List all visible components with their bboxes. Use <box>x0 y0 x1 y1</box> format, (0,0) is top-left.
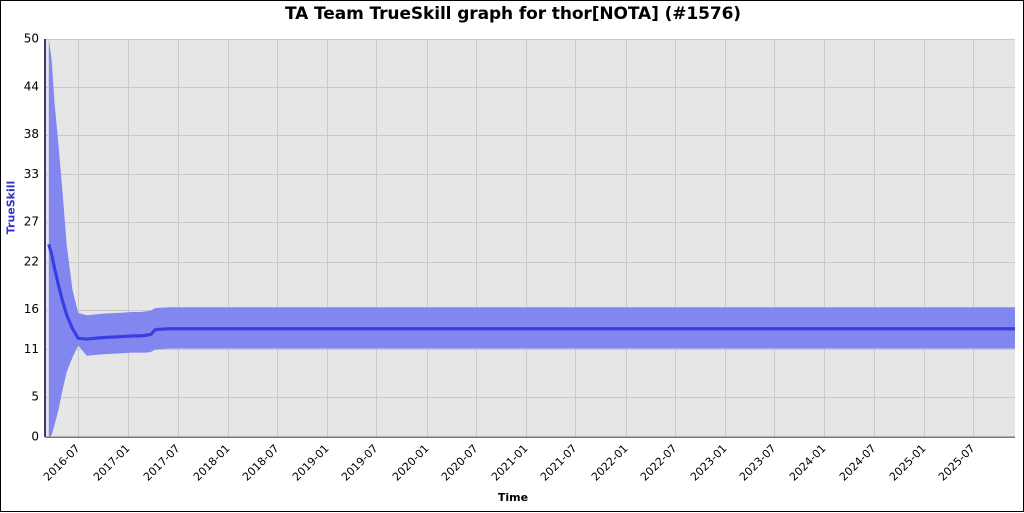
chart-title: TA Team TrueSkill graph for thor[NOTA] (… <box>285 4 741 24</box>
x-tick-label: 2023-01 <box>688 442 730 484</box>
x-tick-label: 2020-07 <box>439 442 481 484</box>
y-tick-label: 5 <box>31 390 39 404</box>
x-tick-label: 2019-01 <box>290 442 332 484</box>
x-tick-label: 2018-01 <box>191 442 233 484</box>
plot-background-layer <box>45 39 1015 437</box>
y-tick-label: 11 <box>24 342 39 356</box>
y-tick-label: 16 <box>24 302 39 316</box>
confidence-band-layer <box>48 39 1016 437</box>
x-tick-label: 2018-07 <box>240 442 282 484</box>
x-tick-label: 2016-07 <box>41 442 83 484</box>
x-tick-label: 2020-01 <box>390 442 432 484</box>
plot-background <box>45 39 1015 437</box>
y-tick-label: 0 <box>31 430 39 444</box>
x-tick-label: 2022-01 <box>589 442 631 484</box>
y-tick-label: 22 <box>24 254 39 268</box>
x-tick-label: 2021-01 <box>489 442 531 484</box>
x-tick-label: 2025-01 <box>887 442 929 484</box>
trueskill-line-layer <box>47 243 1015 341</box>
axis-layer <box>44 39 1015 438</box>
x-tick-label: 2021-07 <box>538 442 580 484</box>
y-tick-label: 44 <box>24 79 39 93</box>
y-tick-label: 50 <box>24 32 39 46</box>
y-tick-label: 38 <box>24 127 39 141</box>
x-tick-label: 2019-07 <box>339 442 381 484</box>
y-tick-label: 33 <box>24 167 39 181</box>
x-axis-tick-labels: 2016-07 2017-01 2017-07 2018-01 2018-07 2019-… <box>41 442 978 484</box>
x-tick-label: 2017-01 <box>91 442 133 484</box>
x-tick-label: 2024-01 <box>787 442 829 484</box>
x-tick-label: 2017-07 <box>141 442 183 484</box>
grid-layer <box>45 39 1015 437</box>
x-tick-label: 2024-07 <box>837 442 879 484</box>
x-tick-label: 2025-07 <box>936 442 978 484</box>
y-tick-label: 27 <box>24 215 39 229</box>
x-axis-label: Time <box>497 491 529 504</box>
x-tick-label: 2022-07 <box>638 442 680 484</box>
confidence-band <box>48 39 1016 437</box>
x-tick-label: 2023-07 <box>737 442 779 484</box>
trueskill-mean-line <box>47 243 1015 341</box>
